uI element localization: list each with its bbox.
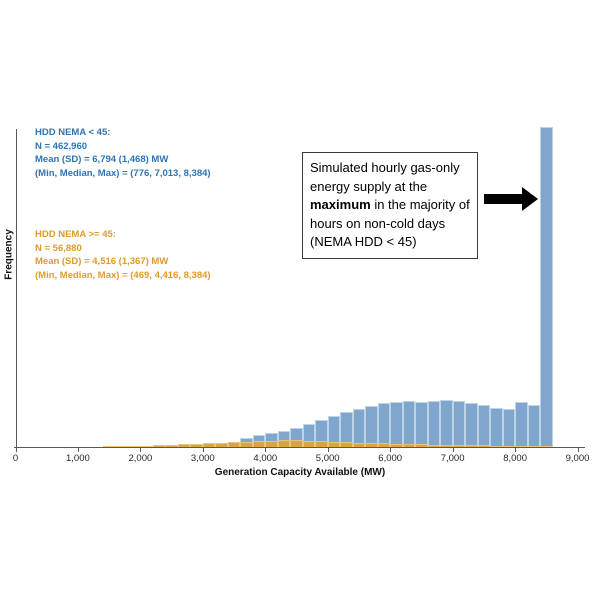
histogram-bar-orange: [152, 445, 166, 447]
x-axis-tick: [140, 448, 142, 452]
histogram-bar-orange: [490, 445, 503, 447]
x-axis-tick-label: 0: [12, 453, 19, 464]
histogram-bar-blue: [465, 403, 478, 447]
histogram-bar-orange: [365, 443, 378, 447]
histogram-bar-blue: [365, 406, 378, 447]
histogram-bar-blue: [515, 402, 528, 447]
x-axis-tick-label: 1,000: [66, 453, 90, 464]
histogram-bar-blue: [402, 401, 416, 447]
annotation-text-bold: maximum: [310, 197, 371, 213]
histogram-bar-orange: [340, 442, 353, 447]
histogram-bar-orange: [140, 445, 153, 447]
stats-block-hdd-ge-45: HDD NEMA >= 45: N = 56,880 Mean (SD) = 4…: [35, 228, 211, 282]
histogram-bar-orange: [415, 444, 428, 447]
histogram-bar-blue: [340, 412, 353, 447]
histogram-bar-orange: [277, 440, 291, 447]
x-axis-tick-label: 9,000: [565, 453, 590, 464]
stats-line: Mean (SD) = 6,794 (1,468) MW: [35, 154, 169, 165]
histogram-bar-blue: [327, 416, 341, 447]
histogram-bar-blue: [415, 402, 428, 447]
histogram-bar-blue: [490, 408, 503, 447]
annotation-text: in the majority of hours on non-cold day…: [310, 197, 470, 250]
stats-block-hdd-lt-45: HDD NEMA < 45: N = 462,960 Mean (SD) = 6…: [35, 126, 211, 180]
histogram-bar-blue: [390, 402, 403, 447]
histogram-bar-orange: [190, 443, 203, 447]
histogram-bar-blue: [477, 405, 491, 447]
stats-line: (Min, Median, Max) = (469, 4,416, 8,384): [35, 269, 211, 281]
x-axis-tick: [515, 448, 517, 452]
histogram-bar-orange: [377, 443, 391, 447]
histogram-bar-orange: [427, 444, 441, 447]
histogram-bar-orange: [390, 443, 403, 447]
histogram-bar-orange: [290, 440, 303, 447]
histogram-bar-orange: [515, 445, 528, 447]
histogram-bar-orange: [252, 441, 266, 447]
x-axis-line: [14, 447, 585, 448]
arrow-icon: [522, 187, 538, 211]
histogram-bar-orange: [302, 440, 316, 447]
stats-line: Mean (SD) = 4,516 (1,367) MW: [35, 256, 169, 267]
histogram-bar-blue: [502, 409, 516, 447]
x-axis-title: Generation Capacity Available (MW): [214, 467, 386, 478]
histogram-bar-orange: [177, 444, 191, 447]
x-axis-tick-label: 5,000: [315, 453, 340, 464]
histogram-bar-blue: [540, 127, 553, 447]
histogram-bar-blue: [440, 400, 453, 447]
histogram-bar-orange: [165, 444, 178, 447]
histogram-bar-orange: [240, 441, 253, 447]
histogram-bar-orange: [127, 446, 141, 447]
histogram-bar-blue: [315, 420, 328, 447]
histogram-bar-orange: [315, 441, 328, 447]
x-axis-tick: [327, 448, 329, 452]
histogram-bar-blue: [377, 403, 391, 447]
histogram-bar-orange: [452, 445, 466, 447]
x-axis-tick: [15, 448, 17, 452]
histogram-bar-orange: [540, 446, 553, 447]
x-axis-tick-label: 6,000: [378, 453, 403, 464]
histogram-bar-orange: [227, 442, 241, 447]
x-axis-tick-label: 3,000: [190, 453, 215, 464]
stats-line: N = 56,880: [35, 242, 82, 254]
y-axis-title: Frequency: [3, 229, 15, 280]
histogram-bar-orange: [440, 444, 453, 447]
stats-line: HDD NEMA >= 45:: [35, 229, 116, 240]
histogram-bar-orange: [115, 446, 128, 447]
x-axis-tick-label: 4,000: [253, 453, 278, 464]
stats-line: (Min, Median, Max) = (776, 7,013, 8,384): [35, 167, 211, 179]
histogram-bar-orange: [402, 444, 416, 447]
histogram-bar-blue: [352, 409, 366, 447]
arrow-icon: [484, 194, 522, 204]
annotation-text: Simulated hourly gas-only energy supply …: [310, 160, 460, 194]
y-axis-line: [16, 129, 17, 447]
histogram-bar-blue: [427, 401, 441, 447]
histogram-bar-orange: [215, 442, 228, 447]
histogram-bar-orange: [265, 440, 278, 447]
histogram-bar-orange: [327, 441, 341, 447]
histogram-bar-blue: [452, 401, 466, 447]
annotation-box: Simulated hourly gas-only energy supply …: [302, 152, 478, 259]
histogram-bar-orange: [202, 443, 216, 447]
x-axis-tick: [77, 448, 79, 452]
histogram-bar-orange: [502, 445, 516, 447]
stats-line: N = 462,960: [35, 140, 88, 152]
histogram-bar-orange: [352, 442, 366, 447]
histogram-bar-orange: [477, 445, 491, 447]
histogram-bar-blue: [527, 405, 541, 447]
x-axis-tick: [452, 448, 454, 452]
x-axis-tick: [265, 448, 267, 452]
x-axis-tick-label: 2,000: [128, 453, 153, 464]
stats-line: HDD NEMA < 45:: [35, 127, 111, 138]
histogram-bar-orange: [465, 445, 478, 447]
x-axis-tick: [202, 448, 204, 452]
x-axis-tick: [390, 448, 392, 452]
histogram-bar-orange: [102, 446, 116, 447]
histogram-bar-orange: [527, 445, 541, 447]
x-axis-tick: [577, 448, 579, 452]
x-axis-tick-label: 7,000: [440, 453, 465, 464]
x-axis-tick-label: 8,000: [503, 453, 527, 464]
